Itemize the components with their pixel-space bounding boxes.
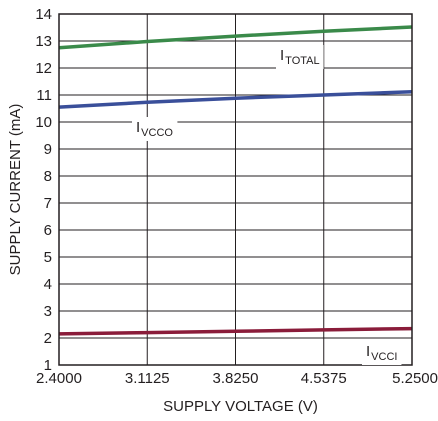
- series-label-background: [276, 45, 324, 69]
- y-axis-title: SUPPLY CURRENT (mA): [7, 104, 24, 276]
- plot-frame: [58, 13, 413, 366]
- series-label-text: IVCCO: [136, 119, 173, 139]
- y-tick-label: 8: [44, 168, 52, 185]
- y-tick-label: 3: [44, 303, 52, 320]
- y-tick-label: 4: [44, 276, 52, 293]
- series-label-total: ITOTAL: [276, 45, 324, 69]
- series-label-text: ITOTAL: [280, 47, 320, 67]
- y-tick-label: 7: [44, 195, 52, 212]
- series-label-text: IVCCI: [366, 343, 397, 363]
- y-tick-label: 12: [35, 60, 52, 77]
- y-tick-label: 11: [36, 87, 52, 104]
- x-tick-label: 5.2500: [392, 370, 438, 387]
- y-tick-label: 1: [44, 357, 52, 374]
- series-line-vcco: [58, 90, 413, 109]
- series-lines: [58, 25, 413, 336]
- series-line-vcci: [58, 326, 413, 336]
- y-tick-label: 5: [44, 249, 52, 266]
- series-label-vcco: IVCCO: [132, 117, 178, 141]
- series-label-main: I: [136, 119, 140, 136]
- x-axis-ticks: 2.4000 3.1125 3.8250 4.5375 5.2500: [36, 370, 438, 387]
- y-tick-label: 9: [44, 141, 52, 158]
- series-label-sub: TOTAL: [285, 55, 319, 67]
- y-tick-label: 14: [35, 6, 52, 23]
- y-tick-label: 6: [44, 222, 52, 239]
- series-label-background: [362, 341, 402, 365]
- x-tick-label: 3.8250: [213, 370, 259, 387]
- series-line-total: [58, 25, 413, 50]
- series-label-main: I: [366, 343, 370, 360]
- series-label-main: I: [280, 47, 284, 64]
- grid-lines: [58, 13, 413, 366]
- x-axis-title: SUPPLY VOLTAGE (V): [163, 398, 318, 415]
- series-label-sub: VCCI: [371, 351, 397, 363]
- x-tick-label: 2.4000: [36, 370, 82, 387]
- y-tick-label: 13: [35, 33, 52, 50]
- y-tick-label: 2: [44, 330, 52, 347]
- x-tick-label: 3.1125: [125, 370, 170, 387]
- series-label-sub: VCCO: [141, 127, 173, 139]
- series-label-vcci: IVCCI: [362, 341, 402, 365]
- y-tick-label: 10: [35, 114, 52, 131]
- series-label-background: [132, 117, 178, 141]
- x-tick-label: 4.5375: [301, 370, 347, 387]
